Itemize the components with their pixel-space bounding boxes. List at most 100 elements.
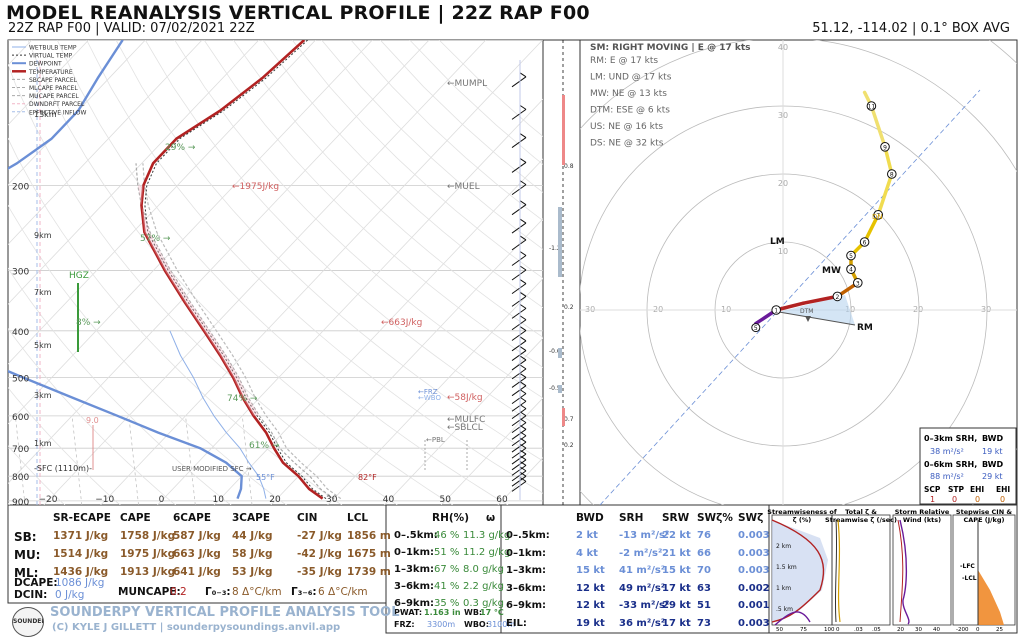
kin-row-label: 1–3km:: [506, 565, 546, 576]
wind-barb-flag: [519, 336, 527, 342]
kin-value: 22 kt: [662, 530, 691, 541]
kin-header: SWζ: [738, 512, 764, 524]
dry-adiabat: [262, 40, 543, 309]
wind-barb-shaft: [511, 307, 527, 319]
isotherm-line: [327, 277, 543, 505]
wb-value: 17 °C: [480, 608, 504, 617]
sfc-temp-label: 82°F: [358, 473, 377, 482]
lapse-36-label: Γ₃₋₆:: [291, 586, 317, 598]
dry-adiabat: [8, 137, 343, 505]
wind-barb-flag: [519, 364, 527, 370]
omega-value: 0.2: [564, 442, 574, 449]
bwd-03-value: 19 kt: [982, 447, 1003, 456]
thermo-value: 58 J/kg: [232, 548, 273, 560]
hodo-km-marker: [846, 250, 856, 261]
streamwise-vorticity-line: [834, 519, 838, 623]
temp-tick-label: 50: [440, 495, 452, 505]
dcape-value-label: 9.0: [86, 416, 99, 425]
mini-x-label: 75: [800, 627, 807, 633]
thermo-header: SR-ECAPE: [53, 512, 111, 524]
temp-tick-label: −10: [95, 495, 114, 505]
thermo-value: 1975 J/kg: [120, 548, 176, 560]
user-sfc-label: USER MODIFIED SFC →: [172, 465, 252, 473]
pressure-tick-label: 400: [12, 328, 29, 338]
page-title: MODEL REANALYSIS VERTICAL PROFILE | 22Z …: [6, 2, 590, 24]
wind-barb-shaft: [511, 295, 527, 307]
wbo-label: ←WBO: [418, 394, 441, 402]
kin-value: 19 kt: [576, 617, 605, 629]
isotherm-line: [270, 218, 543, 505]
kin-value: 4 kt: [576, 547, 598, 559]
mini-panel-title: CAPE (J/kg): [964, 516, 1005, 524]
isotherm-line: [8, 40, 430, 484]
storm-motion-item: DTM: ESE @ 6 kts: [590, 106, 670, 116]
pressure-tick-label: 800: [12, 473, 29, 483]
temp-tick-label: 20: [269, 495, 281, 505]
mini-x-label: 100: [824, 627, 835, 633]
virtual-temp-trace: [144, 40, 327, 500]
frz-label: FRZ:: [394, 620, 415, 629]
dtm-label: DTM: [800, 308, 813, 315]
wind-barb-shaft: [511, 137, 527, 148]
height-label: 9km: [34, 231, 52, 240]
mini-panel-title: Total ζ &: [845, 508, 877, 516]
storm-motion-item: US: NE @ 16 kts: [590, 122, 663, 132]
rh-label: 8% →: [76, 318, 101, 328]
temp-tick-label: 40: [383, 495, 395, 505]
thermo-header: CIN: [297, 512, 318, 524]
mini-x-label: 40: [933, 627, 940, 633]
wind-barb-flag: [519, 466, 527, 472]
hodo-km-label: 6: [863, 240, 867, 247]
mini-x-label: -200: [956, 627, 969, 633]
wind-barb-shaft: [511, 475, 527, 487]
kin-header: BWD: [576, 512, 604, 524]
rh-row-label: 1–3km:: [394, 564, 434, 575]
ehi1-header: EHI: [970, 485, 984, 494]
wind-barb-shaft: [511, 340, 527, 352]
mini-x-label: .05: [872, 627, 881, 633]
hodo-km-marker: [866, 101, 877, 111]
wind-barb-flag: [519, 437, 527, 443]
hodo-km-marker: [887, 169, 897, 179]
kin-value: 51: [697, 600, 711, 611]
hodo-km-label: 2: [835, 294, 839, 301]
cape-label: ←1975J/kg: [232, 182, 279, 192]
temp-tick-label: 30: [326, 495, 338, 505]
wind-barb-flag: [519, 265, 527, 271]
mini-x-label: 0: [976, 627, 980, 633]
lapse-03-value: 8 Δ°C/km: [232, 586, 282, 598]
parcel-trace-mu: [142, 163, 342, 500]
dry-adiabat: [27, 40, 454, 505]
wbo-label: WBO:: [464, 620, 489, 629]
rh-value: 46 %: [434, 530, 460, 541]
kin-header: SRW: [662, 512, 690, 524]
wind-barb-flag: [519, 251, 527, 256]
mini-x-label: 0: [836, 627, 840, 633]
hodo-segment: [862, 213, 880, 244]
rh-header: RH(%): [432, 512, 469, 524]
dtm-marker: [805, 316, 811, 322]
dn-label: DN: [872, 213, 883, 221]
wind-barb-flag: [519, 279, 527, 285]
kin-row-label: 3–6km:: [506, 582, 546, 594]
wind-barb-flag: [519, 104, 527, 110]
thermo-value: 1371 J/kg: [53, 530, 109, 542]
dry-adiabat: [8, 267, 232, 505]
pressure-tick-label: 700: [12, 445, 29, 455]
thermo-header: 6CAPE: [173, 512, 212, 524]
thermo-value: 1913 J/kg: [120, 566, 176, 578]
legend-label: EFFECTIVE INFLOW: [29, 109, 86, 116]
rh-value: 41 %: [434, 581, 460, 592]
isotherm-line: [384, 337, 543, 505]
wind-barb-shaft: [511, 255, 527, 266]
kin-value: 29 kt: [662, 600, 691, 611]
wind-barb-shaft: [511, 76, 527, 88]
mini-x-label: 25: [996, 627, 1003, 633]
isotherm-line: [157, 98, 543, 505]
rh-value: 35 %: [434, 598, 460, 609]
wind-barb-flag: [519, 133, 527, 138]
sblcl-label: ←SBLCL: [447, 423, 483, 433]
thermo-value: -27 J/kg: [297, 530, 342, 542]
kin-value: 0.003: [738, 565, 770, 576]
